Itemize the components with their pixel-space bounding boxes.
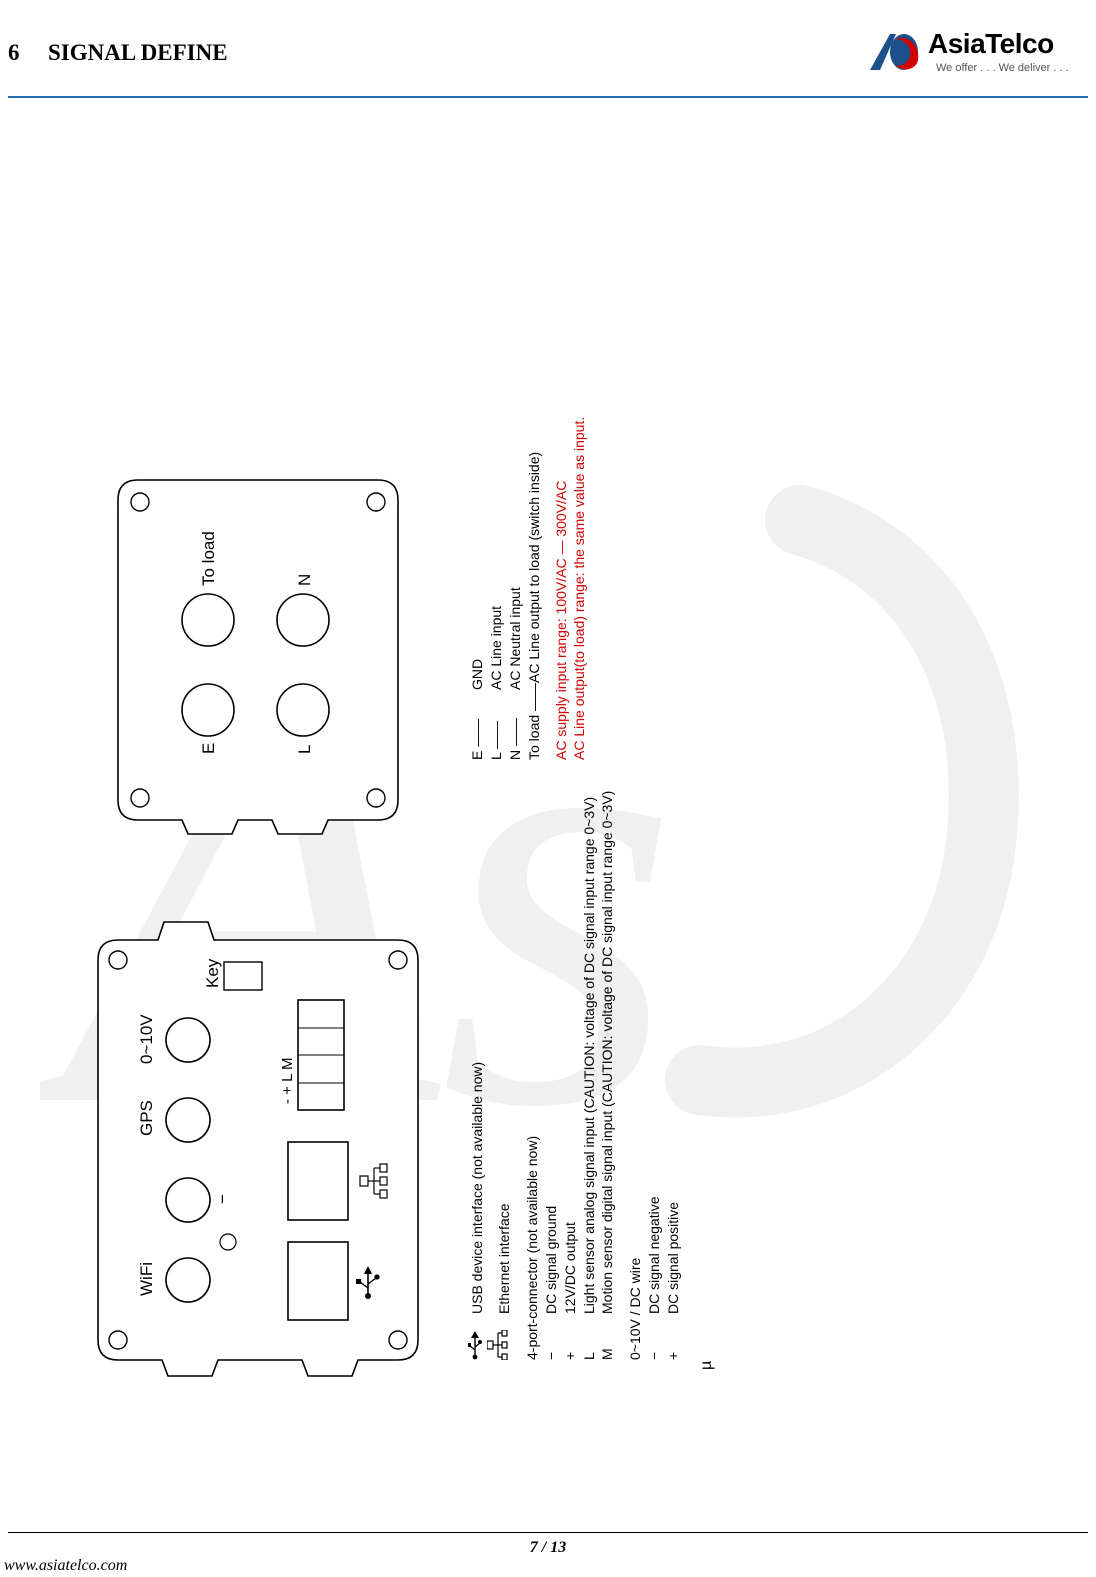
legend-text: AC Line input [487, 606, 506, 690]
footer-url: www.asiatelco.com [4, 1557, 127, 1575]
legend-row-red: AC supply input range: 100V/AC — 300V/AC [552, 417, 571, 760]
label-gps: GPS [137, 1100, 156, 1136]
legend-text: Light sensor analog signal input (CAUTIO… [580, 797, 599, 1314]
label-wifi: WiFi [137, 1262, 156, 1296]
legend-row: N ——AC Neutral input [506, 240, 525, 760]
figure-rotated: WiFi GPS 0~10V Key − [58, 120, 1038, 1400]
legend-sym: + [664, 1314, 683, 1360]
section-number: 6 [8, 40, 20, 66]
legend-text: AC Neutral input [506, 587, 525, 690]
footer-rule [8, 1532, 1088, 1533]
legend-row-red: AC Line output(to load) range: the same … [570, 417, 589, 760]
ethernet-icon [487, 1314, 514, 1360]
legend-text: Ethernet interface [495, 1203, 514, 1314]
label-minus: − [213, 1194, 232, 1204]
logo-tagline: We offer . . . We deliver . . . [936, 62, 1069, 74]
legend-left: USB device interface (not available now)… [468, 780, 683, 1360]
legend-text: 12V/DC output [561, 1222, 580, 1314]
legend-sym: L —— [487, 690, 506, 760]
legend-row: USB device interface (not available now) [468, 780, 487, 1360]
stray-glyph: µ [698, 1361, 716, 1370]
label-to-load: To load [199, 531, 218, 586]
label-l: L [295, 745, 314, 754]
label-e: E [199, 743, 218, 754]
legend-sym: − [542, 1314, 561, 1360]
label-n: N [295, 574, 314, 586]
legend-sym: − [645, 1314, 664, 1360]
legend-row: Ethernet interface [487, 780, 514, 1360]
legend-text: AC Line output to load (switch inside) [525, 452, 544, 683]
label-conn: - + L M [279, 1057, 296, 1104]
legend-heading: 4-port-connector (not available now) [524, 780, 540, 1360]
legend-text: AC Line output(to load) range: the same … [570, 417, 589, 760]
legend-row: LLight sensor analog signal input (CAUTI… [580, 780, 599, 1360]
legend-row: +12V/DC output [561, 780, 580, 1360]
legend-text: DC signal positive [664, 1202, 683, 1314]
logo: AsiaTelco We offer . . . We deliver . . … [866, 26, 1096, 86]
label-0-10v: 0~10V [137, 1014, 156, 1064]
right-plate-diagram: E L To load N [78, 440, 458, 840]
legend-sym: N —— [506, 690, 525, 760]
legend-text: DC signal ground [542, 1206, 561, 1314]
content-area: WiFi GPS 0~10V Key − [0, 120, 1096, 1480]
legend-right: E ——GND L ——AC Line input N ——AC Neutral… [468, 240, 544, 760]
logo-mark-icon [866, 30, 924, 74]
label-key: Key [203, 958, 222, 988]
legend-text: AC supply input range: 100V/AC — 300V/AC [552, 481, 571, 760]
legend-row: −DC signal ground [542, 780, 561, 1360]
legend-sym: M [598, 1314, 617, 1360]
legend-row: To load ——AC Line output to load (switch… [525, 240, 544, 760]
header-rule [8, 96, 1088, 98]
legend-heading: 0~10V / DC wire [627, 780, 643, 1360]
legend-text: USB device interface (not available now) [468, 1062, 487, 1314]
legend-row: +DC signal positive [664, 780, 683, 1360]
legend-row: MMotion sensor digital signal input (CAU… [598, 780, 617, 1360]
legend-sym: + [561, 1314, 580, 1360]
legend-sym: E —— [468, 690, 487, 760]
legend-sym: L [580, 1314, 599, 1360]
page-number: 7 / 13 [0, 1539, 1096, 1557]
legend-text: GND [468, 659, 487, 690]
logo-text: AsiaTelco [928, 28, 1054, 60]
legend-row: E ——GND [468, 240, 487, 760]
page-header: 6 SIGNAL DEFINE AsiaTelco We offer . . .… [0, 26, 1096, 106]
usb-icon [468, 1314, 487, 1360]
section-title: SIGNAL DEFINE [48, 40, 228, 66]
legend-text: Motion sensor digital signal input (CAUT… [598, 791, 617, 1314]
legend-row: L ——AC Line input [487, 240, 506, 760]
legend-row: −DC signal negative [645, 780, 664, 1360]
legend-sym: To load —— [525, 683, 544, 760]
legend-text: DC signal negative [645, 1196, 664, 1314]
left-plate-diagram: WiFi GPS 0~10V Key − [58, 900, 458, 1400]
